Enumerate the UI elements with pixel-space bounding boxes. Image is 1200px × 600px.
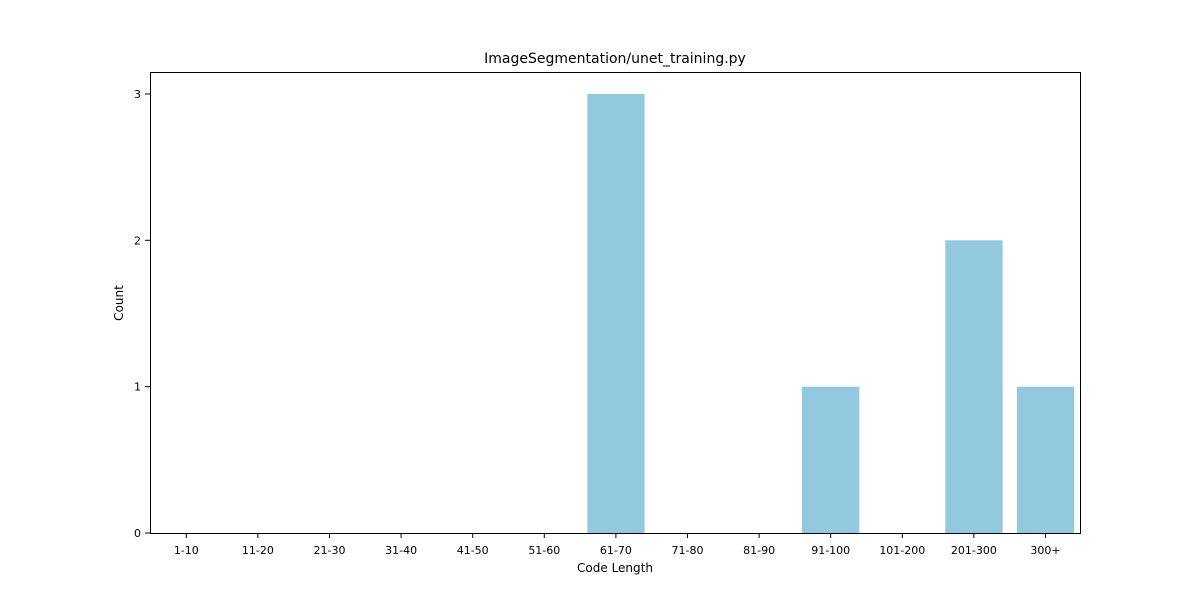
x-tick-label: 101-200 <box>879 544 925 557</box>
x-tick-label: 51-60 <box>528 544 560 557</box>
x-tick-label: 81-90 <box>743 544 775 557</box>
x-axis-ticks: 1-10 11-20 21-30 31-40 41-50 51-60 61-70 71-80 8… <box>174 533 1061 557</box>
x-tick-label: 201-300 <box>951 544 997 557</box>
plot-area-frame <box>150 72 1081 534</box>
x-tick-label: 41-50 <box>457 544 489 557</box>
x-axis-label: Code Length <box>577 561 653 575</box>
y-tick-label: 2 <box>134 234 141 247</box>
bar-201-300 <box>945 240 1003 534</box>
x-tick-label: 300+ <box>1030 544 1060 557</box>
x-tick-label: 31-40 <box>385 544 417 557</box>
y-tick-label: 1 <box>134 381 141 394</box>
x-tick-label: 71-80 <box>672 544 704 557</box>
bars-group <box>587 94 1075 534</box>
y-axis-ticks: 0 1 2 3 <box>134 88 150 540</box>
y-tick-label: 0 <box>134 527 141 540</box>
x-tick-label: 11-20 <box>242 544 274 557</box>
x-tick-label: 1-10 <box>174 544 199 557</box>
bar-91-100 <box>802 386 860 533</box>
bar-300+ <box>1016 386 1075 533</box>
x-tick-label: 21-30 <box>314 544 346 557</box>
chart-title: ImageSegmentation/unet_training.py <box>484 51 746 67</box>
x-tick-label: 61-70 <box>600 544 632 557</box>
x-tick-label: 91-100 <box>811 544 850 557</box>
bar-61-70 <box>587 94 645 533</box>
y-tick-label: 3 <box>134 88 141 101</box>
y-axis-label: Count <box>112 285 126 321</box>
